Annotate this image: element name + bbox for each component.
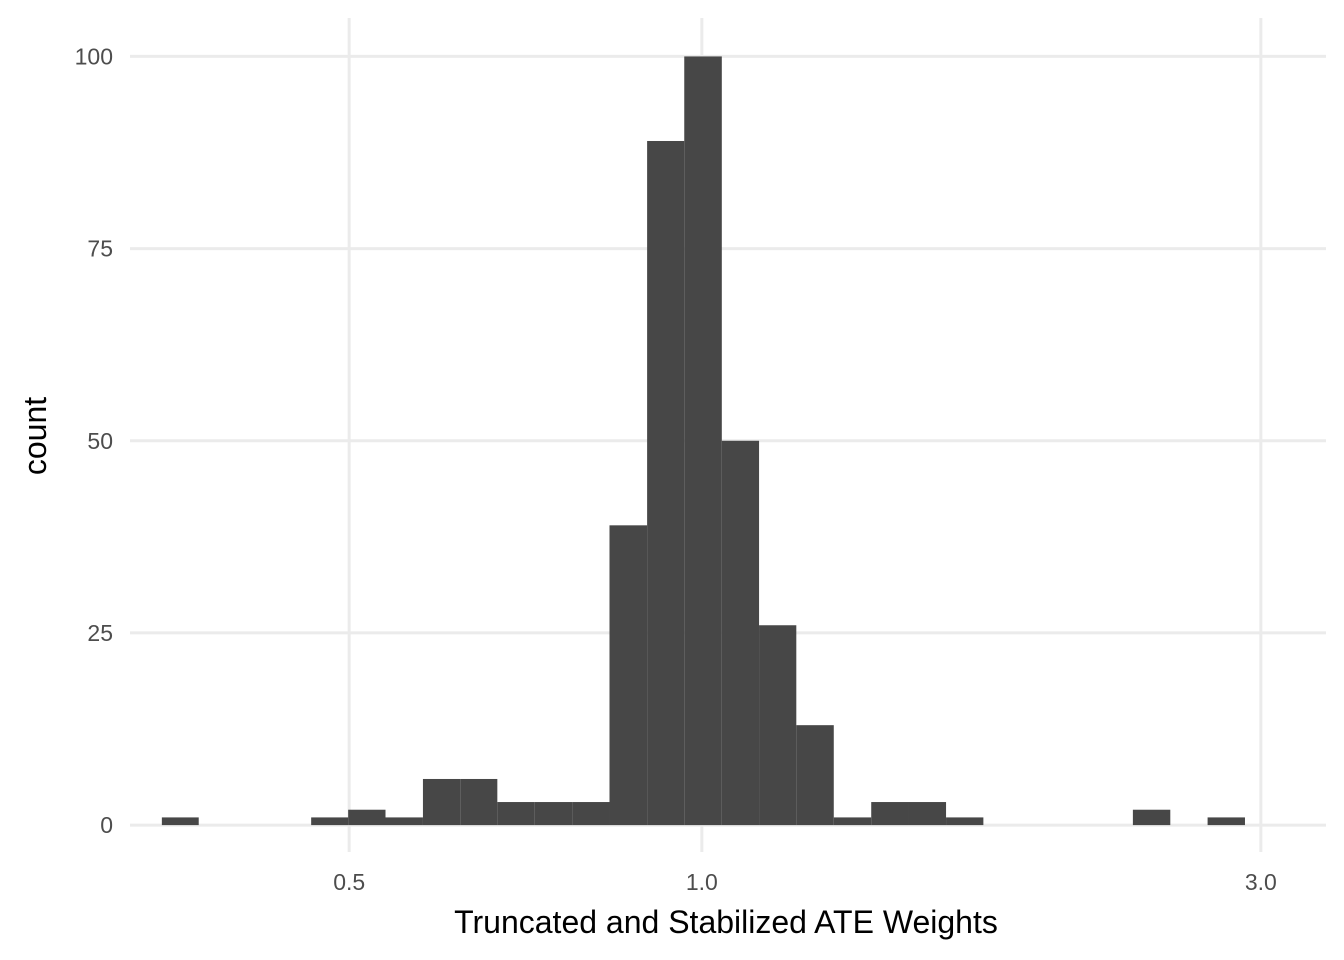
x-tick-label-0: 0.5 bbox=[333, 869, 365, 895]
histogram-bar-16 bbox=[759, 625, 797, 826]
histogram-bar-13 bbox=[647, 140, 685, 826]
histogram-bar-4 bbox=[311, 817, 349, 826]
tick-labels: 0 25 50 75 100 0.5 1.0 3.0 bbox=[75, 43, 1277, 895]
histogram-bar-17 bbox=[796, 725, 834, 826]
y-tick-label-4: 100 bbox=[75, 43, 113, 69]
histogram-bar-11 bbox=[572, 802, 610, 826]
y-tick-label-2: 50 bbox=[87, 428, 113, 454]
x-tick-label-1: 1.0 bbox=[686, 869, 718, 895]
bars bbox=[161, 56, 1245, 826]
histogram-bar-12 bbox=[609, 525, 648, 826]
x-axis-title: Truncated and Stabilized ATE Weights bbox=[454, 904, 998, 940]
histogram-bar-9 bbox=[497, 802, 535, 826]
histogram-bar-0 bbox=[161, 817, 199, 826]
x-tick-label-2: 3.0 bbox=[1245, 869, 1277, 895]
histogram-bar-10 bbox=[534, 802, 573, 826]
y-tick-label-1: 25 bbox=[87, 620, 113, 646]
histogram-bar-8 bbox=[460, 778, 498, 826]
histogram-bar-15 bbox=[721, 440, 760, 826]
histogram-bar-6 bbox=[385, 817, 423, 826]
y-tick-label-0: 0 bbox=[100, 812, 113, 838]
histogram-bar-19 bbox=[871, 802, 909, 826]
histogram-bar-20 bbox=[908, 802, 947, 826]
histogram-bar-28 bbox=[1207, 817, 1245, 826]
histogram-bar-18 bbox=[833, 817, 872, 826]
y-axis-title: count bbox=[17, 397, 53, 475]
y-tick-label-3: 75 bbox=[87, 236, 113, 262]
histogram-bar-14 bbox=[684, 56, 722, 826]
histogram-bar-21 bbox=[946, 817, 984, 826]
histogram-bar-5 bbox=[348, 809, 386, 826]
histogram-bar-26 bbox=[1132, 809, 1171, 826]
histogram-bar-7 bbox=[422, 778, 461, 826]
